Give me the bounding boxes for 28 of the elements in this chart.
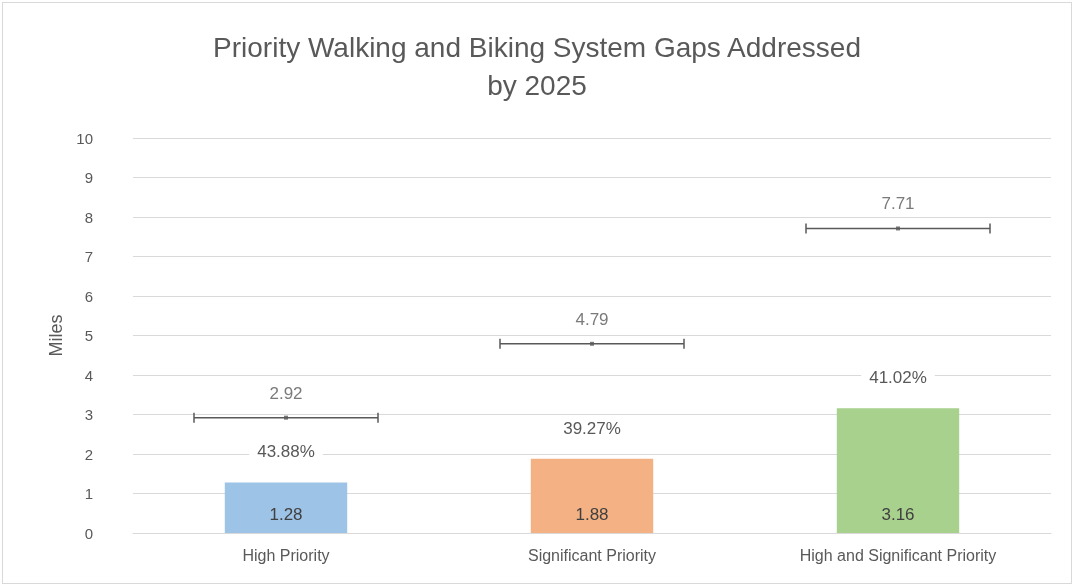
data-label: 1.28 <box>269 505 303 524</box>
bar <box>836 408 960 533</box>
data-label: 1.88 <box>575 505 609 524</box>
y-tick-label: 5 <box>84 327 93 344</box>
y-tick-label: 3 <box>84 406 93 423</box>
bar <box>224 482 348 533</box>
data-label: 3.16 <box>881 505 915 524</box>
y-tick-label: 0 <box>84 524 93 542</box>
annotation: 43.88% <box>257 442 315 462</box>
y-tick-label: 7 <box>84 248 93 265</box>
data-label: 7.71 <box>881 194 915 214</box>
y-tick-label: 1 <box>84 485 93 502</box>
y-axis-title: Miles <box>46 314 67 357</box>
bar <box>530 458 654 533</box>
y-tick-label: 10 <box>76 129 93 147</box>
x-tick-label: High Priority <box>242 546 330 564</box>
annotation: 41.02% <box>869 368 927 388</box>
annotation: 39.27% <box>563 418 621 438</box>
y-tick-label: 2 <box>84 445 93 463</box>
y-tick-label: 4 <box>84 366 93 384</box>
data-label: 2.92 <box>269 383 303 403</box>
chart-title: Priority Walking and Biking System Gaps Addressed by 2025 <box>213 31 861 101</box>
data-label: 4.79 <box>575 309 609 329</box>
x-tick-label: Significant Priority <box>527 546 657 564</box>
y-tick-label: 6 <box>84 287 93 305</box>
y-tick-label: 8 <box>84 208 93 226</box>
x-tick-label: High and Significant Priority <box>799 546 997 564</box>
y-tick-label: 9 <box>84 169 93 186</box>
